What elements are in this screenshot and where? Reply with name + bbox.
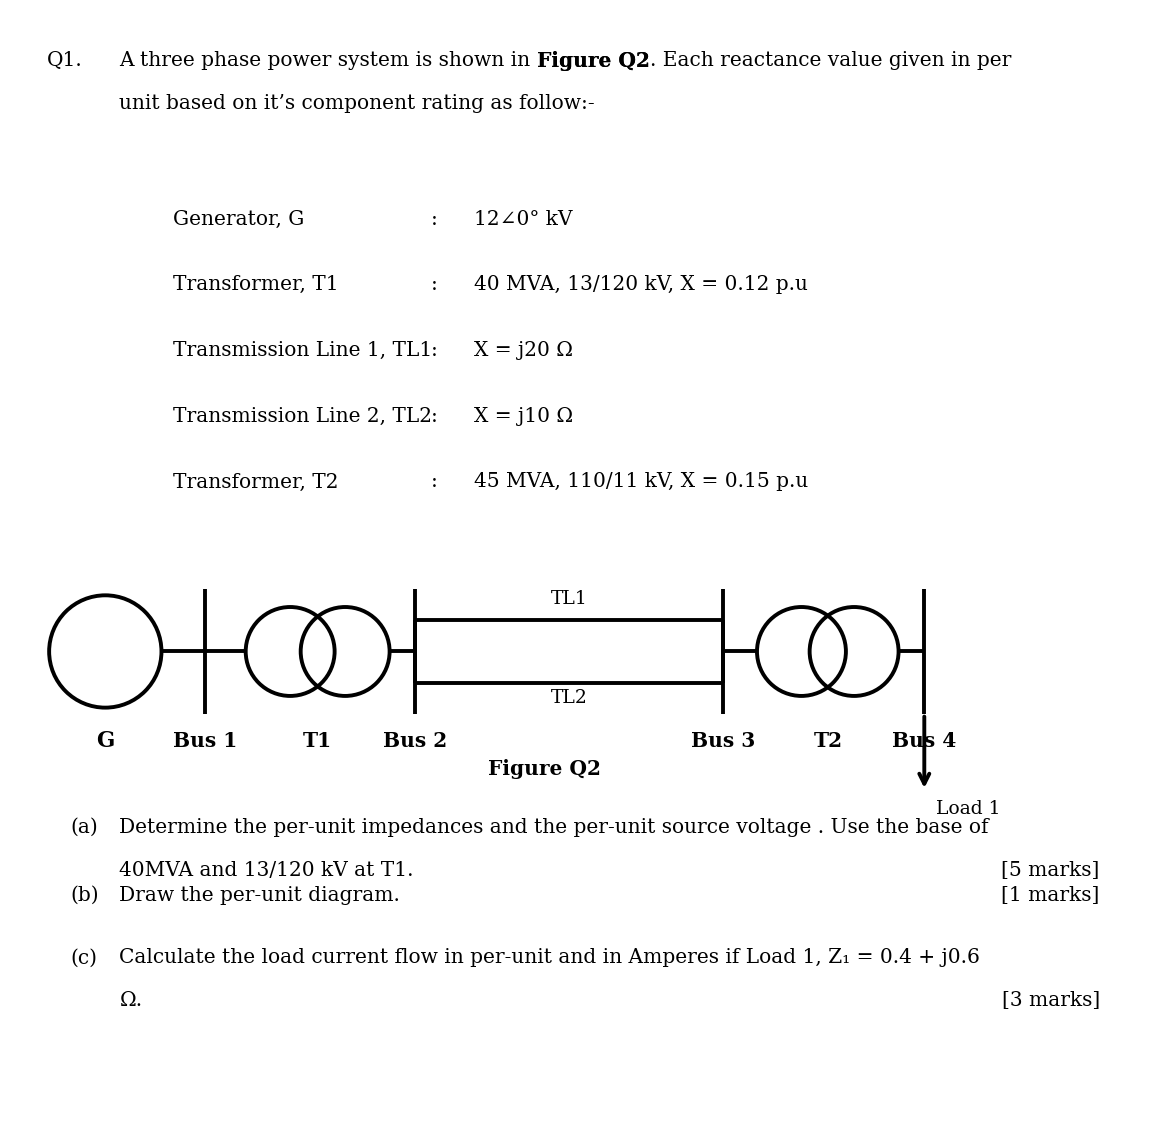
- Text: Load 1: Load 1: [936, 800, 1000, 818]
- Text: Calculate the load current flow in per-unit and in Amperes if Load 1, Z₁ = 0.4 +: Calculate the load current flow in per-u…: [119, 948, 980, 968]
- Text: :: :: [431, 275, 438, 295]
- Text: 12∠0° kV: 12∠0° kV: [474, 210, 572, 229]
- Text: Transformer, T2: Transformer, T2: [173, 472, 338, 492]
- Text: Generator, G: Generator, G: [173, 210, 304, 229]
- Text: unit based on it’s component rating as follow:-: unit based on it’s component rating as f…: [119, 94, 596, 113]
- Text: G: G: [96, 731, 115, 752]
- Text: Bus 4: Bus 4: [892, 731, 957, 751]
- Text: Figure Q2: Figure Q2: [537, 51, 649, 71]
- Text: Ω.: Ω.: [119, 991, 143, 1011]
- Text: X = j10 Ω: X = j10 Ω: [474, 407, 573, 426]
- Text: [3 marks]: [3 marks]: [1002, 991, 1100, 1011]
- Text: Figure Q2: Figure Q2: [537, 51, 649, 71]
- Text: TL2: TL2: [551, 689, 587, 707]
- Text: Figure Q2: Figure Q2: [488, 759, 600, 780]
- Text: [5 marks]: [5 marks]: [1002, 861, 1100, 880]
- Text: (a): (a): [70, 818, 98, 837]
- Text: . Each reactance value given in per: . Each reactance value given in per: [649, 51, 1011, 70]
- Text: (c): (c): [70, 948, 97, 968]
- Text: A three phase power system is shown in: A three phase power system is shown in: [119, 51, 537, 70]
- Text: Transmission Line 2, TL2: Transmission Line 2, TL2: [173, 407, 432, 426]
- Text: Bus 3: Bus 3: [691, 731, 755, 751]
- Text: :: :: [431, 407, 438, 426]
- Text: :: :: [431, 341, 438, 360]
- Text: Bus 2: Bus 2: [384, 731, 447, 751]
- Text: TL1: TL1: [551, 590, 587, 608]
- Text: [1 marks]: [1 marks]: [1002, 886, 1100, 905]
- Text: (b): (b): [70, 886, 98, 905]
- Text: Bus 1: Bus 1: [173, 731, 236, 751]
- Text: Transmission Line 1, TL1: Transmission Line 1, TL1: [173, 341, 433, 360]
- Text: Q1.: Q1.: [47, 51, 83, 70]
- Text: T2: T2: [813, 731, 842, 751]
- Text: :: :: [431, 210, 438, 229]
- Text: Draw the per-unit diagram.: Draw the per-unit diagram.: [119, 886, 400, 905]
- Text: X = j20 Ω: X = j20 Ω: [474, 341, 573, 360]
- Text: 45 MVA, 110/11 kV, X = 0.15 p.u: 45 MVA, 110/11 kV, X = 0.15 p.u: [474, 472, 808, 492]
- Text: :: :: [431, 472, 438, 492]
- Text: Determine the per-unit impedances and the per-unit source voltage . Use the base: Determine the per-unit impedances and th…: [119, 818, 989, 837]
- Text: 40 MVA, 13/120 kV, X = 0.12 p.u: 40 MVA, 13/120 kV, X = 0.12 p.u: [474, 275, 807, 295]
- Text: T1: T1: [303, 731, 332, 751]
- Text: 40MVA and 13/120 kV at T1.: 40MVA and 13/120 kV at T1.: [119, 861, 414, 880]
- Text: Transformer, T1: Transformer, T1: [173, 275, 339, 295]
